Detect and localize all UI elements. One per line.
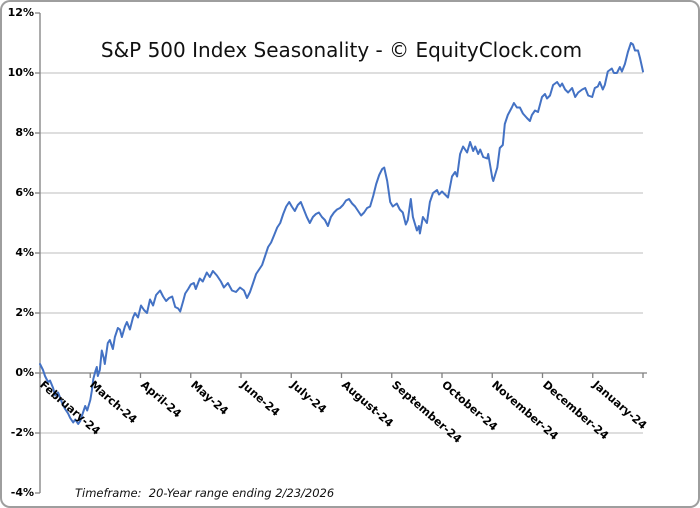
y-axis-label: 4% — [15, 246, 34, 259]
y-axis-label: -2% — [10, 426, 34, 439]
y-axis-label: 12% — [7, 6, 34, 19]
y-axis-label: -4% — [10, 486, 34, 499]
y-axis-label: 2% — [15, 306, 34, 319]
y-axis-label: 10% — [7, 66, 34, 79]
timeframe-note: Timeframe: 20-Year range ending 2/23/202… — [75, 486, 335, 500]
chart-title: S&P 500 Index Seasonality - © EquityCloc… — [100, 38, 583, 62]
y-axis-label: 8% — [15, 126, 34, 139]
y-axis-label: 6% — [15, 186, 34, 199]
series-line — [39, 42, 644, 425]
y-axis-label: 0% — [15, 366, 34, 379]
